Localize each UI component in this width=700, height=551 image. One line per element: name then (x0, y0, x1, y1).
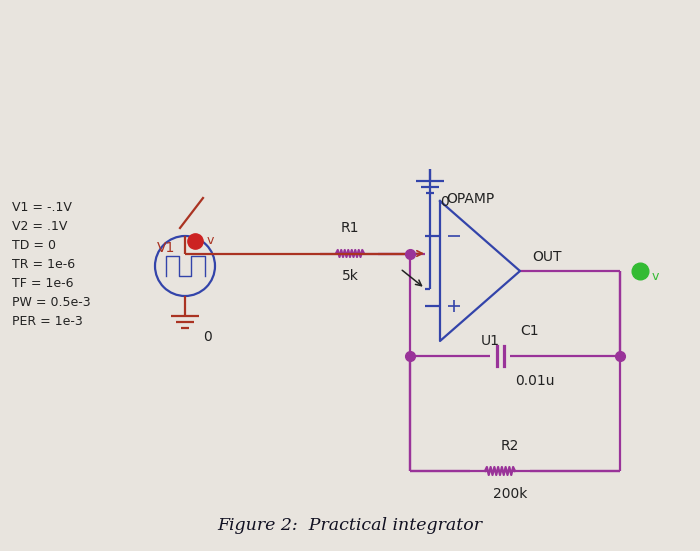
Text: R2: R2 (500, 439, 519, 453)
Text: 0: 0 (440, 195, 449, 209)
Text: OPAMP: OPAMP (446, 192, 494, 206)
Text: C1: C1 (521, 324, 539, 338)
Text: OUT: OUT (532, 250, 561, 264)
Text: v: v (207, 235, 214, 247)
Text: 0: 0 (203, 330, 211, 344)
Text: U1: U1 (480, 334, 500, 348)
Text: 200k: 200k (493, 487, 527, 501)
Text: 5k: 5k (342, 269, 358, 284)
Text: V1 = -.1V
V2 = .1V
TD = 0
TR = 1e-6
TF = 1e-6
PW = 0.5e-3
PER = 1e-3: V1 = -.1V V2 = .1V TD = 0 TR = 1e-6 TF =… (12, 201, 90, 328)
Text: R1: R1 (341, 222, 359, 235)
Text: 0.01u: 0.01u (515, 374, 554, 388)
Text: V1: V1 (157, 241, 175, 255)
Text: v: v (652, 269, 659, 283)
Text: Figure 2:  Practical integrator: Figure 2: Practical integrator (218, 517, 482, 534)
